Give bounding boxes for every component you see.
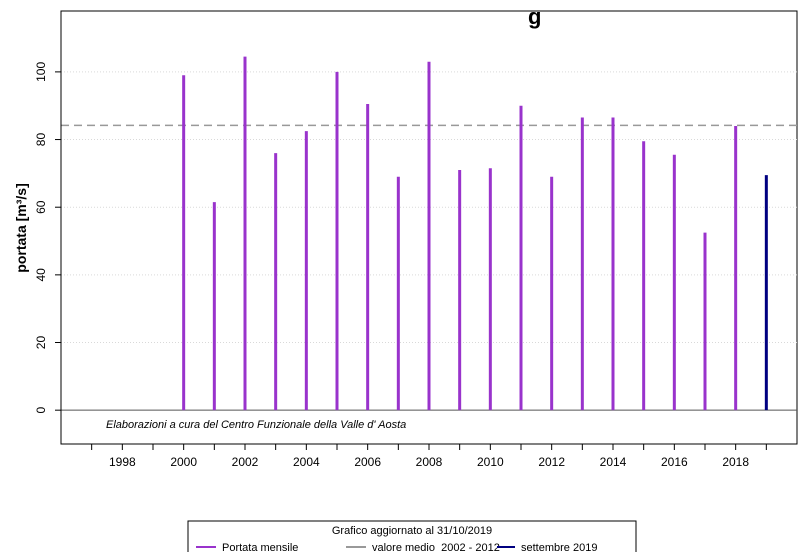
x-axis: 1998 2000 2002 2004 2006 2008 2010 2012 2014 2016…	[61, 443, 797, 469]
x-tick-label: 2002	[232, 455, 259, 469]
y-tick-label: 0	[34, 407, 48, 414]
y-axis-title: portata [m³/s]	[13, 183, 29, 272]
y-tick-label: 80	[34, 133, 48, 147]
y-tick-label: 20	[34, 336, 48, 350]
x-tick-label: 2014	[600, 455, 627, 469]
x-tick-label: 2008	[416, 455, 443, 469]
legend-label-monthly: Portata mensile	[222, 542, 298, 552]
x-tick-label: 2012	[538, 455, 565, 469]
y-axis: 0 20 40 60 80 100	[34, 11, 62, 444]
x-tick-label: 2006	[354, 455, 381, 469]
chart-title: g	[528, 4, 541, 29]
legend: Grafico aggiornato al 31/10/2019 Portata…	[187, 520, 637, 552]
legend-box	[187, 520, 637, 552]
y-tick-label: 40	[34, 268, 48, 282]
x-tick-label: 1998	[109, 455, 136, 469]
x-tick-label: 2016	[661, 455, 688, 469]
legend-label-mean: valore medio 2002 - 2012	[372, 542, 500, 552]
bars	[182, 56, 768, 411]
legend-header: Grafico aggiornato al 31/10/2019	[332, 525, 492, 537]
credit-note: Elaborazioni a cura del Centro Funzional…	[106, 419, 406, 431]
x-tick-label: 2018	[722, 455, 749, 469]
legend-label-current: settembre 2019	[521, 542, 597, 552]
y-tick-label: 60	[34, 200, 48, 214]
x-tick-label: 2004	[293, 455, 320, 469]
x-tick-label: 2010	[477, 455, 504, 469]
x-tick-label: 2000	[170, 455, 197, 469]
y-tick-label: 100	[34, 62, 48, 82]
